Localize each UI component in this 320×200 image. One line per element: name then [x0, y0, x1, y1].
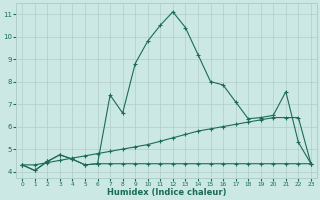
X-axis label: Humidex (Indice chaleur): Humidex (Indice chaleur) — [107, 188, 226, 197]
